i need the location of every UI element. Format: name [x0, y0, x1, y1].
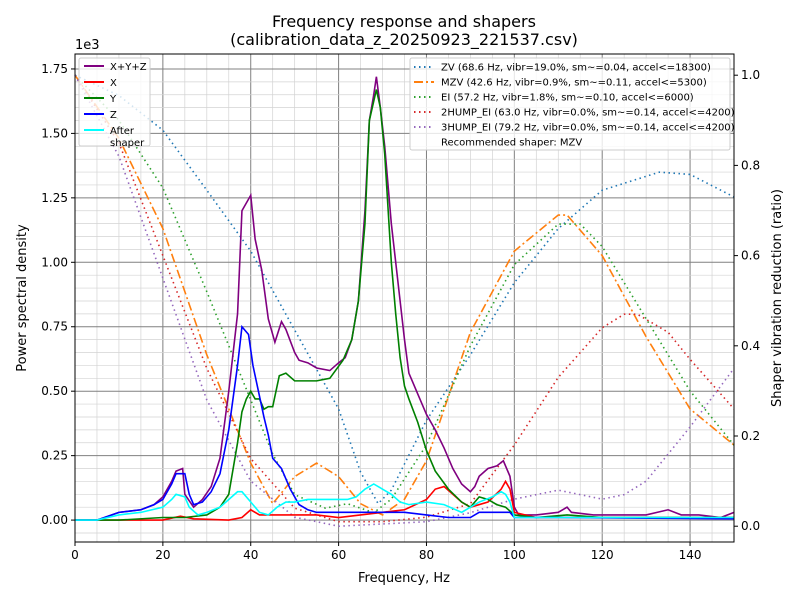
chart-subtitle: (calibration_data_z_20250923_221537.csv)	[230, 30, 578, 50]
y-tick-label: 1.00	[41, 255, 68, 269]
shaper-line-2	[74, 74, 735, 514]
y-tick-label: 1.50	[41, 126, 68, 140]
x-tick-label: 60	[331, 548, 346, 562]
recommended-shaper-label: Recommended shaper: MZV	[441, 138, 582, 149]
legend-label-3: Z	[110, 110, 117, 121]
legend-label-0: X+Y+Z	[110, 62, 147, 73]
shaper-line-3	[74, 74, 735, 523]
x-tick-label: 20	[155, 548, 170, 562]
y-tick-label: 0.75	[41, 320, 68, 334]
shaper-line-1	[74, 74, 735, 516]
x-tick-label: 140	[679, 548, 702, 562]
y-tick-label: 1.75	[41, 62, 68, 76]
shaper-legend-label-0: ZV (68.6 Hz, vibr=19.0%, sm~=0.04, accel…	[441, 63, 711, 74]
y2-tick-label: 0.0	[741, 519, 760, 533]
y2-tick-label: 0.4	[741, 339, 760, 353]
y-axis-label: Power spectral density	[15, 224, 30, 372]
y-tick-label: 0.25	[41, 449, 68, 463]
psd-line-2	[75, 89, 734, 521]
psd-legend	[78, 57, 151, 147]
y-tick-label: 0.00	[41, 513, 68, 527]
legend-label-4: shaper	[110, 138, 145, 149]
shaper-legend-label-1: MZV (42.6 Hz, vibr=0.9%, sm~=0.11, accel…	[441, 78, 707, 89]
y2-tick-label: 1.0	[741, 68, 760, 82]
y2-tick-label: 0.6	[741, 249, 760, 263]
legend-label-1: X	[110, 78, 117, 89]
chart-title: Frequency response and shapers	[272, 12, 536, 31]
x-tick-label: 40	[243, 548, 258, 562]
y2-tick-label: 0.2	[741, 429, 760, 443]
y-tick-label: 0.50	[41, 384, 68, 398]
shaper-legend-label-4: 3HUMP_EI (79.2 Hz, vibr=0.0%, sm~=0.14, …	[441, 123, 735, 134]
x-tick-label: 100	[503, 548, 526, 562]
legend-label-2: Y	[109, 94, 117, 105]
legend-label-4: After	[110, 126, 135, 137]
y2-tick-label: 0.8	[741, 158, 760, 172]
psd-line-1	[75, 479, 734, 521]
y-offset-label: 1e3	[75, 38, 100, 53]
x-tick-label: 0	[71, 548, 79, 562]
x-tick-label: 120	[591, 548, 614, 562]
x-tick-label: 80	[419, 548, 434, 562]
psd-line-3	[75, 324, 735, 521]
psd-line-4	[75, 483, 734, 521]
shaper-legend	[409, 57, 731, 151]
shaper-legend-label-2: EI (57.2 Hz, vibr=1.8%, sm~=0.10, accel<…	[441, 93, 694, 104]
shaper-line-0	[74, 74, 735, 505]
y-tick-label: 1.25	[41, 191, 68, 205]
shaper-legend-label-3: 2HUMP_EI (63.0 Hz, vibr=0.0%, sm~=0.14, …	[441, 108, 735, 119]
x-axis-label: Frequency, Hz	[358, 571, 450, 586]
plot-frame	[74, 53, 735, 543]
y2-axis-label: Shaper vibration reduction (ratio)	[770, 189, 785, 407]
